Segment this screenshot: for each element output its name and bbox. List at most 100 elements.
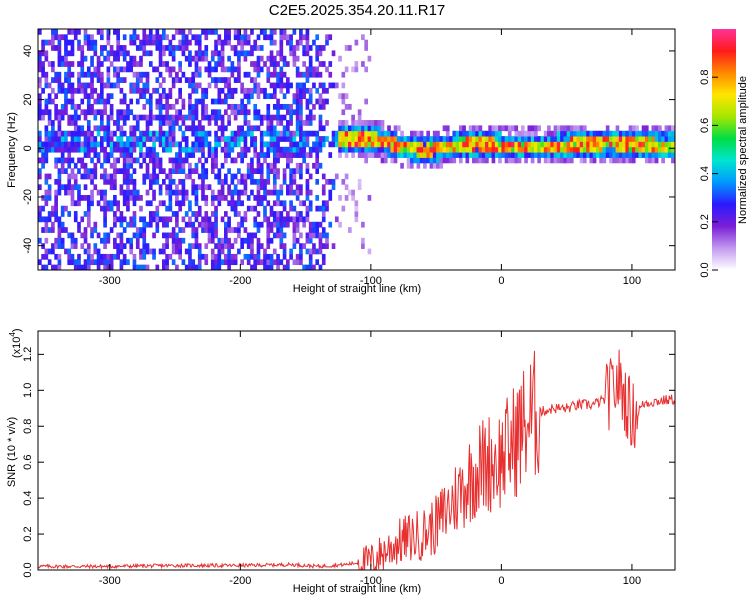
spectrogram-cell bbox=[165, 146, 169, 153]
spectrogram-cell bbox=[191, 259, 196, 266]
spectrogram-cell bbox=[321, 87, 326, 94]
spectrogram-cell bbox=[341, 93, 346, 100]
spectrogram-cell bbox=[132, 82, 137, 89]
spectrogram-cell bbox=[103, 195, 107, 201]
spectrogram-cell bbox=[224, 77, 228, 83]
spectrogram-cell bbox=[308, 227, 313, 233]
spectrogram-cell bbox=[113, 237, 117, 244]
spectrogram-cell bbox=[266, 152, 271, 158]
spectrogram-cell bbox=[96, 152, 101, 158]
spectrogram-cell bbox=[344, 93, 349, 100]
spectrogram-cell bbox=[83, 34, 88, 41]
spectrogram-cell bbox=[276, 114, 280, 121]
spectrogram-cell bbox=[207, 120, 212, 126]
spectrogram-cell bbox=[122, 50, 127, 57]
spectrogram-cell bbox=[341, 146, 346, 153]
spectrogram-cell bbox=[272, 93, 277, 100]
spectrogram-cell bbox=[400, 162, 404, 169]
spectrogram-cell bbox=[263, 157, 267, 164]
spectrogram-cell bbox=[145, 200, 150, 207]
spectrogram-cell bbox=[57, 109, 62, 116]
spectrogram-cell bbox=[122, 216, 127, 223]
spectrogram-cell bbox=[51, 211, 55, 217]
spectrogram-cell bbox=[135, 77, 140, 83]
spectrogram-cell bbox=[41, 152, 45, 158]
spectrogram-cell bbox=[132, 200, 137, 207]
spectrogram-cell bbox=[429, 157, 434, 164]
spectrogram-cell bbox=[534, 141, 538, 148]
spectrogram-cell bbox=[162, 114, 166, 121]
spectrogram-cell bbox=[168, 232, 173, 239]
spectrogram-cell bbox=[165, 184, 169, 191]
spectrogram-cell bbox=[635, 125, 639, 132]
spectrogram-cell bbox=[175, 243, 179, 249]
spectrogram-cell bbox=[135, 141, 140, 148]
spectrogram-cell bbox=[67, 120, 72, 126]
spectrogram-cell bbox=[122, 120, 127, 126]
spectrogram-cell bbox=[269, 39, 274, 46]
spectrogram-cell bbox=[237, 103, 241, 110]
spectrogram-cell bbox=[188, 259, 192, 266]
spectrogram-cell bbox=[93, 146, 98, 153]
spectrogram-cell bbox=[129, 136, 134, 142]
spectrogram-cell bbox=[227, 34, 231, 41]
spectrogram-cell bbox=[178, 141, 182, 148]
spectrogram-cell bbox=[135, 157, 140, 164]
spectrogram-cell bbox=[217, 168, 222, 174]
spectrogram-cell bbox=[667, 152, 672, 158]
spectrogram-cell bbox=[70, 259, 75, 266]
spectrogram-cell bbox=[116, 141, 120, 148]
spectrogram-cell bbox=[106, 205, 111, 212]
spectrogram-cell bbox=[527, 130, 532, 137]
spectrogram-cell bbox=[259, 243, 264, 249]
spectrogram-cell bbox=[194, 71, 199, 78]
x-tick-label: -100 bbox=[360, 275, 382, 287]
spectrogram-cell bbox=[530, 130, 535, 137]
spectrogram-cell bbox=[282, 232, 287, 239]
spectrogram-cell bbox=[305, 29, 310, 35]
spectrogram-cell bbox=[155, 87, 160, 94]
spectrogram-cell bbox=[197, 50, 202, 57]
spectrogram-cell bbox=[609, 141, 613, 148]
spectrogram-cell bbox=[233, 130, 238, 137]
spectrogram-cell bbox=[51, 98, 55, 105]
spectrogram-cell bbox=[269, 50, 274, 57]
spectrogram-cell bbox=[103, 130, 107, 137]
spectrogram-cell bbox=[282, 71, 287, 78]
spectrogram-cell bbox=[566, 141, 571, 148]
spectrogram-cell bbox=[250, 264, 254, 270]
spectrogram-cell bbox=[276, 200, 280, 207]
spectrogram-cell bbox=[364, 45, 368, 51]
spectrogram-cell bbox=[171, 66, 176, 73]
spectrogram-cell bbox=[279, 227, 284, 233]
spectrogram-cell bbox=[54, 77, 58, 83]
spectrogram-cell bbox=[292, 227, 297, 233]
spectrogram-cell bbox=[122, 243, 127, 249]
spectrogram-cell bbox=[148, 248, 153, 255]
spectrogram-cell bbox=[224, 109, 228, 116]
spectrogram-cell bbox=[315, 221, 320, 228]
spectrogram-cell bbox=[286, 120, 290, 126]
spectrogram-cell bbox=[178, 109, 182, 116]
spectrogram-cell bbox=[237, 39, 241, 46]
spectrogram-cell bbox=[122, 130, 127, 137]
spectrogram-cell bbox=[44, 136, 49, 142]
spectrogram-cell bbox=[468, 141, 473, 148]
spectrogram-cell bbox=[217, 50, 222, 57]
spectrogram-cell bbox=[259, 29, 264, 35]
spectrogram-cell bbox=[67, 87, 72, 94]
spectrogram-cell bbox=[246, 87, 251, 94]
spectrogram-cell bbox=[299, 125, 303, 132]
spectrogram-cell bbox=[67, 77, 72, 83]
spectrogram-cell bbox=[292, 109, 297, 116]
spectrogram-cell bbox=[139, 114, 143, 121]
spectrogram-cell bbox=[132, 34, 137, 41]
spectrogram-cell bbox=[197, 264, 202, 270]
spectrogram-cell bbox=[582, 146, 587, 153]
spectrogram-cell bbox=[308, 66, 313, 73]
spectrogram-cell bbox=[119, 66, 124, 73]
spectrogram-cell bbox=[41, 264, 45, 270]
spectrogram-cell bbox=[246, 50, 251, 57]
spectrogram-cell bbox=[436, 136, 440, 142]
spectrogram-cell bbox=[266, 264, 271, 270]
